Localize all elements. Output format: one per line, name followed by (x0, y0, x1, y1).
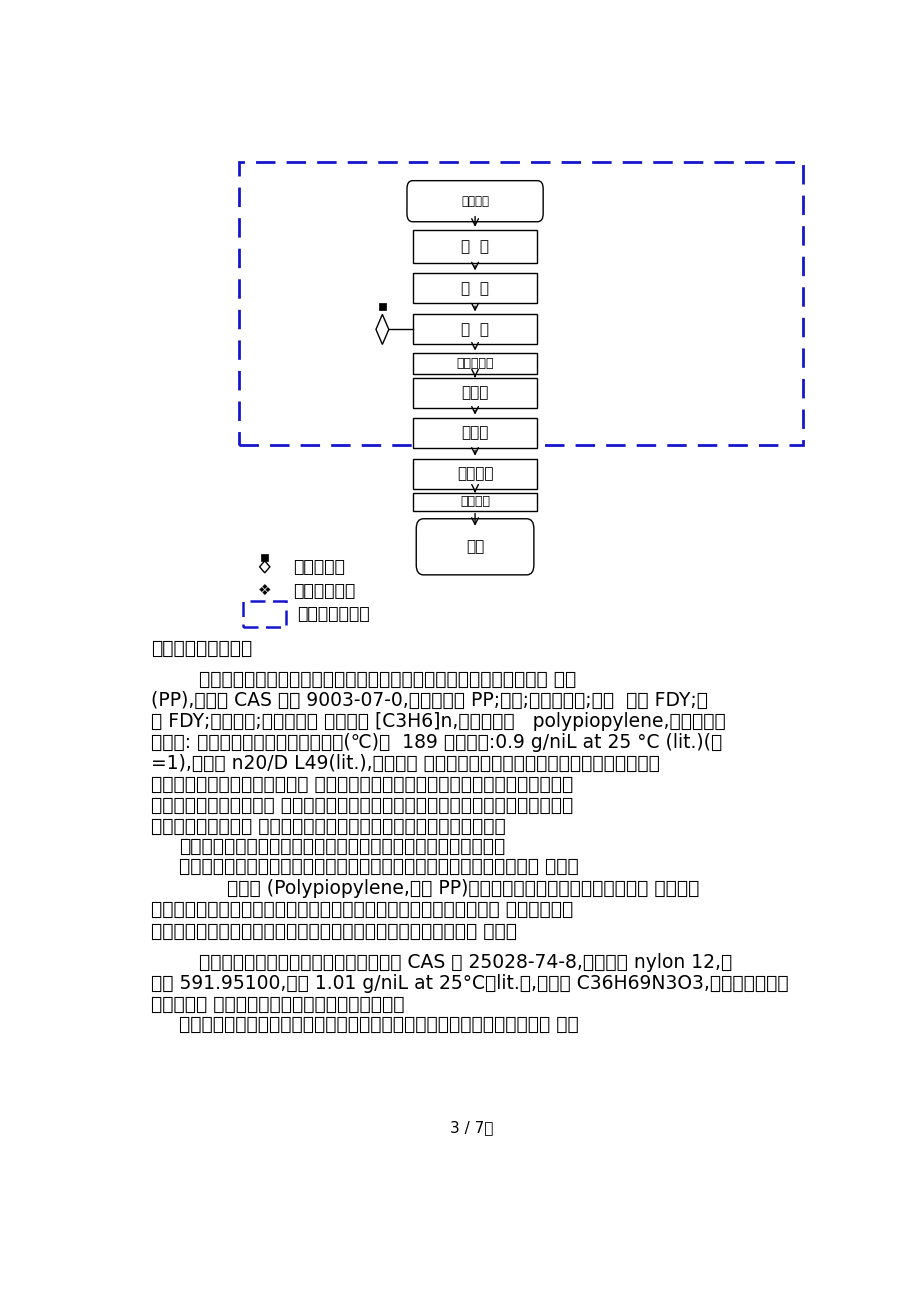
Text: 中包装: 中包装 (460, 385, 488, 399)
Text: 外包装: 外包装 (460, 425, 488, 440)
Text: 纶 FDY;丙纶短纤;丙纶油剂， 分子式： [C3H6]n,英文名称：   polypiopylene,聚丙烯外观: 纶 FDY;丙纶短纤;丙纶油剂， 分子式： [C3H6]n,英文名称： poly… (151, 712, 724, 731)
Text: 常见的高分子材料之一，也可以用于维织、各种长、短丙纶纤维的 生产。: 常见的高分子材料之一，也可以用于维织、各种长、短丙纶纤维的 生产。 (151, 921, 516, 941)
Polygon shape (259, 561, 269, 572)
Text: 塑装和封口: 塑装和封口 (456, 356, 494, 369)
Bar (413, 273, 537, 303)
Text: 耳带的主要材料为涤纶，常用名为尼龙， CAS 号 25028-74-8,英文名， nylon 12,分: 耳带的主要材料为涤纶，常用名为尼龙， CAS 号 25028-74-8,英文名，… (151, 952, 732, 972)
Text: 表示质控点: 表示质控点 (293, 558, 345, 576)
Text: 缝  耳: 缝 耳 (460, 281, 489, 295)
Bar (413, 315, 537, 345)
Text: 具有长期安全使用史的材 料，广泛应用于服装、毛毓等纤维制品、医疗器械、汽车、: 具有长期安全使用史的材 料，广泛应用于服装、毛毓等纤维制品、医疗器械、汽车、 (151, 796, 573, 816)
Text: 出厂检验: 出厂检验 (460, 496, 490, 509)
Text: 成品检验: 成品检验 (457, 466, 493, 481)
Text: 亚急性和慢性毒性：无刺激性；无致敏性；无致突变性；无致畜性；无致癌 性。: 亚急性和慢性毒性：无刺激性；无致敏性；无致突变性；无致畜性；无致癌 性。 (179, 1015, 578, 1033)
Bar (413, 230, 537, 263)
Bar (413, 493, 537, 511)
Bar (413, 418, 537, 448)
Text: 打  片: 打 片 (460, 239, 489, 254)
Bar (261, 554, 268, 561)
Text: 聚丙烯 (Polypiopylene,简称 PP)是一种半结晶的热塑性塑料。具有较 高的耔冲: 聚丙烯 (Polypiopylene,简称 PP)是一种半结晶的热塑性塑料。具有… (179, 879, 698, 899)
Text: 原入化则: 原入化则 (460, 195, 489, 208)
Text: 维粘无纷布及过滤材料非织造燕喂布和静电滤棉材料的主要材料均为聚 丙烯: 维粘无纷布及过滤材料非织造燕喂布和静电滤棉材料的主要材料均为聚 丙烯 (151, 670, 575, 690)
Text: 击性，机械性质强韧，抗多种有机溶剂和酸碱腑蚀。在工业界有广泛的 应用，是平常: 击性，机械性质强韧，抗多种有机溶剂和酸碱腑蚀。在工业界有广泛的 应用，是平常 (151, 900, 573, 920)
Text: 入库: 入库 (465, 540, 483, 554)
Text: 毒理学信息：无急性毒性，急性中毒：无资料；慢性中毒：无资料: 毒理学信息：无急性毒性，急性中毒：无资料；慢性中毒：无资料 (179, 838, 505, 856)
Text: 表示特殊过程: 表示特殊过程 (293, 582, 355, 600)
Bar (413, 377, 537, 407)
Text: 子量 591.95100,密度 1.01 g/niL at 25°C（lit.）,分子式 C36H69N3O3,毒理学信息：无: 子量 591.95100,密度 1.01 g/niL at 25°C（lit.）… (151, 973, 788, 993)
Text: 自行车、零件、输送 管道、化工容器等生产，也用于食品、药品包装。: 自行车、零件、输送 管道、化工容器等生产，也用于食品、药品包装。 (151, 817, 505, 837)
Bar (413, 354, 537, 373)
Bar (379, 303, 386, 311)
Text: ❖: ❖ (257, 583, 271, 598)
Text: 3 / 7．: 3 / 7． (449, 1120, 493, 1136)
Text: 其中封口为特殊过程: 其中封口为特殊过程 (151, 639, 252, 658)
Text: =1),折射率 n20/D L49(lit.),是一种无 色、无臭、无毒、半透明固体物质，具有耔化学: =1),折射率 n20/D L49(lit.),是一种无 色、无臭、无毒、半透明… (151, 755, 659, 773)
Text: 亚急性和慢性毒性：无刺激性；无致敏性；无致突变性；无致畜性；无致 癌性。: 亚急性和慢性毒性：无刺激性；无致敏性；无致突变性；无致畜性；无致 癌性。 (179, 857, 578, 877)
Text: 十万级生产环境: 十万级生产环境 (297, 605, 369, 623)
FancyBboxPatch shape (415, 519, 533, 575)
Text: 与性状: 白色、无臭、无味固体。燕点(℃)：  189 相对密度:0.9 g/niL at 25 °C (lit.)(水: 与性状: 白色、无臭、无味固体。燕点(℃)： 189 相对密度:0.9 g/ni… (151, 734, 721, 752)
Text: (PP),聚丙烯 CAS 号为 9003-07-0,中文别名： PP;丙纶;丙纶短纤维;丙纶  长丝 FDY;丙: (PP),聚丙烯 CAS 号为 9003-07-0,中文别名： PP;丙纶;丙纶… (151, 691, 707, 710)
Text: 检  验: 检 验 (460, 321, 489, 337)
Text: 急性毒性， 急性中毒：无资料；慢性中毒：无资料: 急性毒性， 急性中毒：无资料；慢性中毒：无资料 (151, 994, 403, 1013)
Bar (413, 459, 537, 489)
Text: 性、耔热性、电绝缘性、高强度 机械性能和良好的高耔磨加工性能等。聚丙烯是一种: 性、耔热性、电绝缘性、高强度 机械性能和良好的高耔磨加工性能等。聚丙烯是一种 (151, 775, 573, 794)
FancyBboxPatch shape (406, 181, 542, 221)
Polygon shape (376, 315, 389, 345)
